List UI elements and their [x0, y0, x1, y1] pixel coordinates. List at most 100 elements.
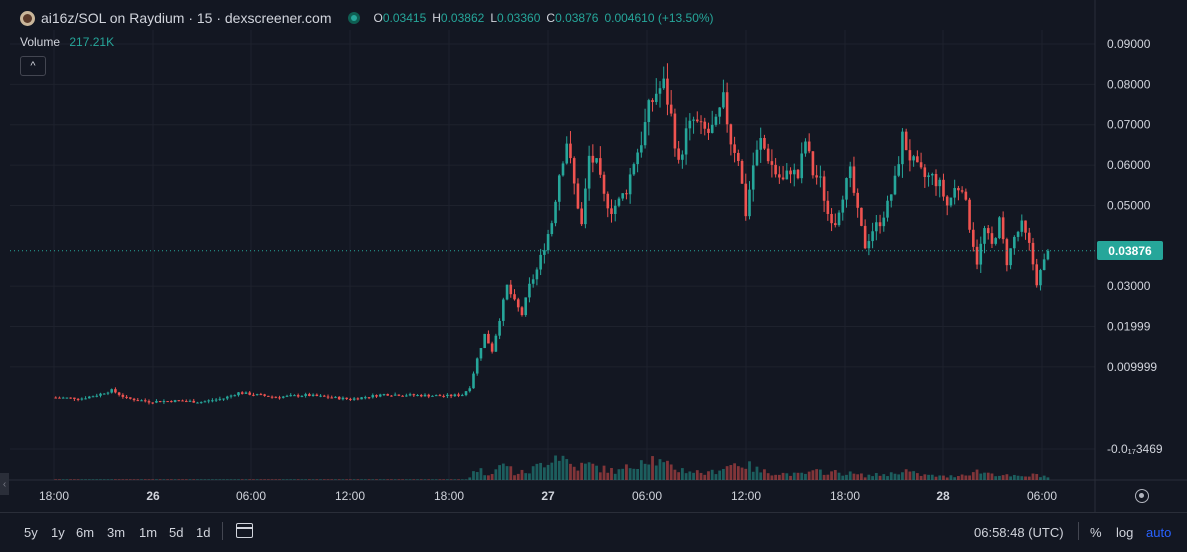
volume-bar [214, 479, 218, 480]
timeframe-5y-button[interactable]: 5y [24, 525, 38, 540]
time-tick-label: 18:00 [830, 489, 860, 503]
volume-bar [699, 472, 703, 480]
candle-body [397, 394, 401, 396]
log-scale-toggle[interactable]: log [1116, 525, 1134, 540]
volume-bar [733, 463, 736, 480]
candle-body [229, 395, 233, 397]
candle-body [267, 395, 270, 397]
timeframe-6m-button[interactable]: 6m [76, 525, 95, 540]
volume-bar [438, 479, 442, 480]
volume-bar [908, 471, 912, 480]
scroll-left-button[interactable]: ‹ [0, 473, 9, 495]
timeframe-1m-button[interactable]: 1m [139, 525, 158, 540]
volume-bar [990, 473, 994, 480]
candle-body [494, 335, 498, 352]
volume-bar [744, 468, 748, 480]
timeframe-1d-button[interactable]: 1d [196, 525, 211, 540]
candle-body [692, 119, 695, 121]
price-tick-label: 0.06000 [1107, 158, 1151, 172]
volume-bar [431, 479, 434, 480]
volume-bar [751, 471, 755, 480]
collapse-legend-button[interactable]: ^ [20, 56, 46, 76]
candle-body [405, 395, 408, 397]
chevron-up-icon: ^ [30, 60, 36, 72]
candle-body [356, 398, 360, 400]
volume-bar [897, 474, 901, 480]
timeframe-3m-button[interactable]: 3m [107, 525, 126, 540]
volume-bar [483, 475, 487, 480]
volume-bar [677, 472, 681, 480]
volume-bar [833, 470, 837, 480]
candle-body [416, 395, 419, 397]
volume-bar [505, 466, 509, 480]
volume-bar [610, 467, 613, 480]
candle-body [226, 396, 229, 399]
candle-body [621, 193, 624, 199]
candle-body [778, 174, 781, 178]
volume-bar [811, 470, 815, 480]
candle-body [311, 394, 315, 397]
candle-body [80, 398, 84, 400]
candle-body [729, 124, 733, 145]
volume-bar [334, 479, 337, 480]
volume-bar [375, 479, 378, 480]
time-tick-label: 28 [936, 489, 950, 503]
candle-body [908, 150, 912, 161]
candle-body [524, 297, 528, 316]
candle-body [781, 177, 785, 180]
candle-body [520, 307, 524, 316]
candle-body [132, 398, 136, 401]
volume-bar [289, 479, 293, 480]
candle-body [1020, 220, 1024, 232]
volume-bar [684, 473, 688, 480]
volume-bar [151, 479, 155, 480]
volume-bar [796, 472, 800, 480]
volume-bar [662, 462, 666, 480]
candle-body [222, 398, 225, 400]
timeframe-5d-button[interactable]: 5d [169, 525, 184, 540]
volume-bar [445, 479, 449, 480]
low-label: L [490, 11, 497, 25]
volume-bar [184, 479, 188, 480]
volume-bar [248, 479, 252, 480]
volume-bar [143, 479, 147, 480]
volume-bar [263, 479, 267, 480]
price-axis[interactable]: 0.09000 0.08000 0.07000 0.06000 0.05000 0.030… [1107, 37, 1163, 456]
percent-scale-toggle[interactable]: % [1090, 525, 1102, 540]
volume-bar [598, 472, 602, 480]
timeframe-1y-button[interactable]: 1y [51, 525, 65, 540]
candle-body [162, 401, 166, 403]
utc-clock[interactable]: 06:58:48 (UTC) [974, 525, 1064, 540]
open-label: O [373, 11, 383, 25]
volume-bar [602, 465, 606, 480]
time-axis[interactable]: 18:00 26 06:00 12:00 18:00 27 06:00 12:00 18:00 2… [39, 489, 1057, 503]
candle-body [259, 394, 263, 396]
candle-body [543, 250, 546, 255]
volume-bar [867, 474, 871, 480]
candle-body [442, 395, 445, 397]
volume-bar [360, 479, 363, 480]
candle-body [509, 284, 513, 295]
date-range-calendar-icon[interactable] [236, 523, 253, 538]
candle-body [703, 121, 707, 129]
candle-body [557, 175, 561, 202]
candle-body [360, 397, 363, 400]
volume-bar [856, 474, 860, 480]
volume-bar [636, 468, 640, 480]
volume-bar [617, 469, 621, 480]
volume-bar [322, 479, 326, 480]
volume-bar [84, 479, 87, 480]
volume-bar [259, 479, 263, 480]
auto-scale-toggle[interactable]: auto [1146, 525, 1172, 540]
volume-bar [356, 479, 360, 480]
chart-settings-gear-icon[interactable] [1135, 489, 1149, 503]
candle-body [1013, 236, 1016, 249]
volume-bar [158, 479, 162, 480]
volume-bar [904, 469, 908, 480]
candle-body [774, 164, 777, 175]
volume-bar [953, 477, 957, 480]
volume-bar [770, 475, 774, 480]
candle-body [218, 398, 222, 400]
